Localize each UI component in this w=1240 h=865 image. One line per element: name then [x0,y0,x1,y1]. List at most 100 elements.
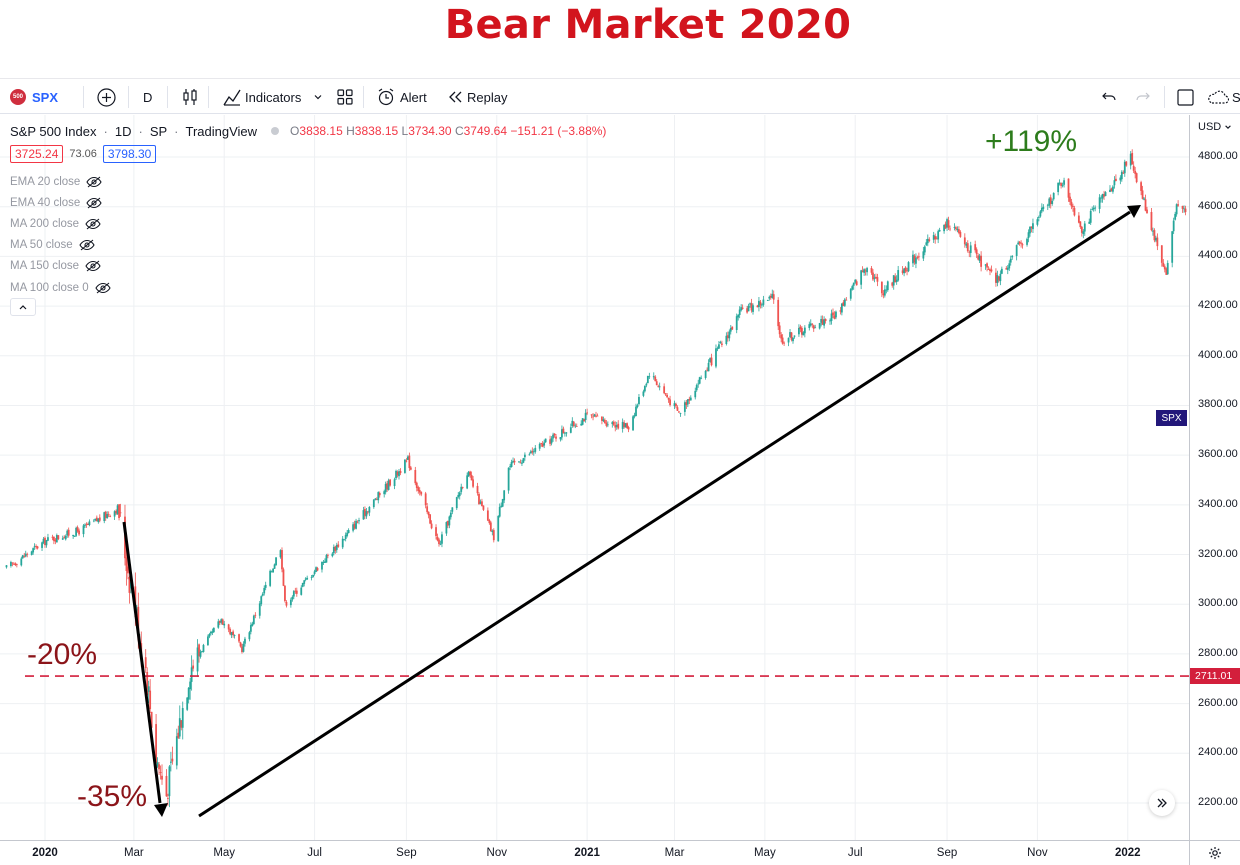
candle-body [375,499,378,501]
toolbar-divider [83,86,84,108]
ohlc-values: O3838.15 H3838.15 L3734.30 C3749.64 −151… [290,124,607,138]
candle-body [211,631,214,633]
candle-body [957,229,960,233]
toolbar-divider [363,86,364,108]
candle-body [201,651,203,652]
candle-body [860,270,863,285]
candle-body [968,251,971,253]
candle-body [149,690,152,710]
candle-body [33,546,36,548]
eye-hidden-icon[interactable] [86,197,102,209]
sell-price-button[interactable]: 3725.24 [10,145,64,163]
candle-body [73,535,76,537]
candle-body [84,524,86,526]
candle-body [633,415,636,417]
indicator-item[interactable]: EMA 20 close [10,171,111,192]
indicator-item[interactable]: EMA 40 close [10,192,111,213]
indicator-item[interactable]: MA 150 close [10,256,111,277]
time-tick-label: 2022 [1114,847,1141,859]
eye-hidden-icon[interactable] [85,260,101,272]
candle-body [300,587,303,595]
candle-body [332,546,335,554]
candle-body [1030,226,1033,229]
candle-body [55,535,58,543]
candle-body [430,523,433,529]
buy-price-button[interactable]: 3798.30 [102,145,157,163]
alert-button[interactable]: Alert [377,79,427,115]
indicators-button[interactable]: Indicators [223,79,301,115]
candle-body [740,307,743,311]
candle-body [678,411,680,413]
save-cloud-button[interactable]: S [1207,79,1240,115]
chart-settings-button[interactable] [1189,840,1240,865]
rewind-icon [449,91,462,103]
indicator-item[interactable]: MA 50 close [10,235,111,256]
chart-type-button[interactable] [183,79,197,115]
eye-hidden-icon[interactable] [95,282,111,294]
indicator-item[interactable]: MA 100 close 0 [10,277,111,298]
legend-symbol-name[interactable]: S&P 500 Index [10,123,97,139]
time-tick-label: May [753,847,776,859]
candle-body [562,428,565,434]
candle-body [673,403,676,407]
candle-body [635,406,637,417]
candle-body [664,393,667,395]
spread-value: 73.06 [69,148,97,160]
candle-body [446,520,449,526]
candle-body [404,459,406,473]
indicators-dropdown[interactable] [313,79,323,115]
gain-annotation: +119% [985,125,1078,158]
collapse-legend-button[interactable] [10,298,36,316]
currency-selector[interactable]: USD [1198,121,1232,133]
interval-button[interactable]: D [143,89,153,105]
time-axis[interactable]: 2020 Mar May Jul Sep Nov 2021 Mar May Jul Sep Nov 20… [0,840,1189,865]
price-tick-label: 2400.00 [1198,746,1238,759]
chart-toolbar: 500 SPX D Indicators Alert R [0,78,1240,114]
compare-symbol-button[interactable] [97,79,116,115]
candle-body [614,425,617,428]
undo-button[interactable] [1101,79,1117,115]
candle-body [1146,209,1148,214]
legend-interval[interactable]: 1D [114,123,132,139]
candle-body [1120,171,1123,180]
redo-button[interactable] [1135,79,1151,115]
candle-body [249,625,252,632]
candle-body [1082,231,1085,235]
candle-body [969,245,972,253]
candle-body [396,471,399,476]
candle-body [165,775,168,797]
candle-body [963,237,966,245]
eye-hidden-icon[interactable] [85,218,101,230]
candle-body [552,434,554,439]
candle-body [762,299,765,305]
eye-hidden-icon[interactable] [86,176,102,188]
candle-body [104,511,107,518]
candle-body [913,255,916,263]
candle-body [325,555,328,563]
candle-body [715,348,717,367]
fullscreen-button[interactable] [1177,79,1194,115]
layout-button[interactable] [337,79,353,115]
time-tick-label: Jul [847,847,863,859]
chart-plot[interactable] [0,115,1189,840]
eye-hidden-icon[interactable] [79,239,95,251]
price-tick-label: 4600.00 [1198,199,1238,212]
replay-button[interactable]: Replay [447,79,507,115]
indicator-item[interactable]: MA 200 close [10,213,111,234]
candle-body [726,335,729,339]
time-tick-label: Sep [936,847,958,859]
scroll-to-realtime-button[interactable] [1149,790,1175,816]
candle-body [658,386,661,388]
candle-body [1098,197,1101,209]
candle-body [221,619,224,625]
candle-body [415,482,418,488]
candle-body [275,557,277,566]
symbol-search-button[interactable]: 500 SPX [10,79,58,115]
candle-body [171,758,174,762]
candle-body [365,511,368,517]
candle-body [57,535,60,540]
price-axis[interactable]: USD 4800.00 4600.00 4400.00 4200.00 4000.00 3… [1189,115,1240,840]
candle-body [787,337,790,343]
candle-body [1091,209,1094,210]
candle-body [534,447,537,452]
